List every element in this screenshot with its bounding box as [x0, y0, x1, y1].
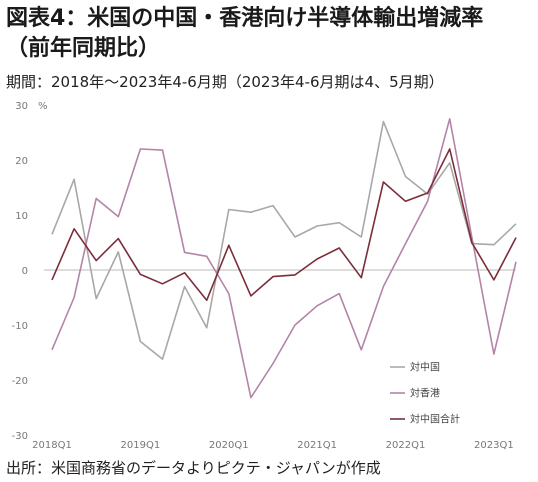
series-line-1 — [51, 118, 517, 399]
chart-title: 図表4：米国の中国・香港向け半導体輸出増減率 （前年同期比） — [6, 4, 534, 64]
x-tick-label: 2019Q1 — [121, 440, 161, 451]
title-line-2: （前年同期比） — [6, 36, 161, 61]
y-tick-label: 10 — [15, 211, 28, 222]
series-line-2 — [51, 148, 517, 302]
y-unit-label: % — [38, 101, 48, 112]
title-line-1: 図表4：米国の中国・香港向け半導体輸出増減率 — [6, 6, 484, 31]
legend-label-0: 対中国 — [410, 361, 440, 374]
legend-label-2: 対中国合計 — [410, 413, 460, 426]
y-tick-label: 0 — [22, 266, 28, 277]
y-tick-label: 30 — [15, 101, 28, 112]
y-tick-label: -20 — [12, 376, 28, 387]
series-line-0 — [51, 120, 517, 360]
x-tick-label: 2021Q1 — [297, 440, 337, 451]
x-tick-label: 2023Q1 — [474, 440, 514, 451]
period-note: 期間：2018年～2023年4-6月期（2023年4-6月期は4、5月期） — [6, 73, 444, 91]
y-tick-label: 20 — [15, 156, 28, 167]
y-tick-label: -10 — [12, 321, 28, 332]
source-note: 出所：米国商務省のデータよりピクテ・ジャパンが作成 — [6, 459, 381, 477]
y-tick-label: -30 — [12, 431, 28, 442]
x-tick-label: 2018Q1 — [32, 440, 72, 451]
x-tick-label: 2020Q1 — [209, 440, 249, 451]
legend-label-1: 対香港 — [410, 387, 440, 400]
x-tick-label: 2022Q1 — [386, 440, 426, 451]
